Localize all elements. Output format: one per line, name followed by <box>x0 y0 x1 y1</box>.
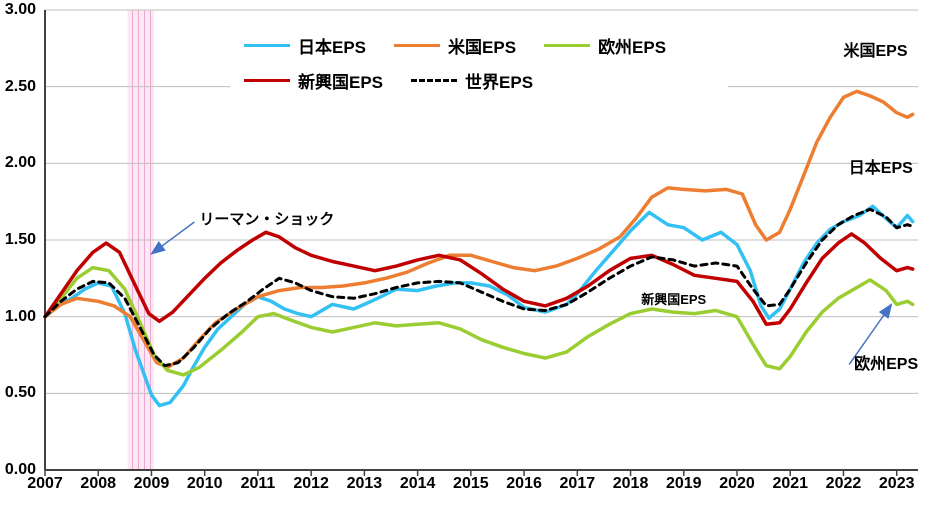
x-tick-label: 2014 <box>400 475 436 493</box>
y-tick-label: 1.50 <box>0 231 36 249</box>
legend: 日本EPS 米国EPS 欧州EPS 新興国EPS 世界EPS <box>230 27 728 99</box>
legend-label: 米国EPS <box>448 33 516 58</box>
legend-item-europe: 欧州EPS <box>544 33 666 58</box>
x-tick-label: 2018 <box>613 475 649 493</box>
series-us <box>45 91 913 367</box>
annotation-japan-label: 日本EPS <box>849 154 913 178</box>
legend-label: 欧州EPS <box>598 33 666 58</box>
x-tick-label: 2023 <box>879 475 915 493</box>
legend-swatch <box>411 79 457 82</box>
x-tick-label: 2009 <box>134 475 170 493</box>
annotation-eu-label: 欧州EPS <box>854 350 918 374</box>
legend-item-world: 世界EPS <box>411 68 533 93</box>
legend-swatch <box>244 79 290 82</box>
x-tick-label: 2007 <box>27 475 63 493</box>
x-tick-label: 2015 <box>453 475 489 493</box>
y-tick-label: 2.00 <box>0 154 36 172</box>
y-tick-label: 2.50 <box>0 78 36 96</box>
annotation-us-label: 米国EPS <box>843 37 907 61</box>
x-tick-label: 2012 <box>293 475 329 493</box>
y-tick-label: 0.50 <box>0 384 36 402</box>
legend-swatch <box>394 44 440 47</box>
legend-swatch <box>544 44 590 47</box>
legend-item-us: 米国EPS <box>394 33 516 58</box>
legend-label: 世界EPS <box>465 68 533 93</box>
x-tick-label: 2016 <box>506 475 542 493</box>
legend-item-emerging: 新興国EPS <box>244 68 383 93</box>
x-tick-label: 2008 <box>80 475 116 493</box>
annotation-lehman: リーマン・ショック <box>199 208 334 229</box>
x-tick-label: 2019 <box>666 475 702 493</box>
series-emerging <box>45 232 913 324</box>
legend-item-japan: 日本EPS <box>244 33 366 58</box>
legend-label: 日本EPS <box>298 33 366 58</box>
series-world <box>45 209 913 365</box>
x-tick-label: 2022 <box>826 475 862 493</box>
y-tick-label: 1.00 <box>0 308 36 326</box>
y-tick-label: 3.00 <box>0 1 36 19</box>
x-tick-label: 2010 <box>187 475 223 493</box>
x-tick-label: 2011 <box>241 475 276 493</box>
x-tick-label: 2013 <box>347 475 383 493</box>
legend-swatch <box>244 44 290 47</box>
eps-line-chart: 日本EPS 米国EPS 欧州EPS 新興国EPS 世界EPS リーマン・ショック 米国EP… <box>0 0 936 507</box>
x-tick-label: 2021 <box>772 475 808 493</box>
x-tick-label: 2017 <box>560 475 596 493</box>
legend-label: 新興国EPS <box>298 68 383 93</box>
annotation-em-label: 新興国EPS <box>641 289 706 308</box>
x-tick-label: 2020 <box>719 475 755 493</box>
